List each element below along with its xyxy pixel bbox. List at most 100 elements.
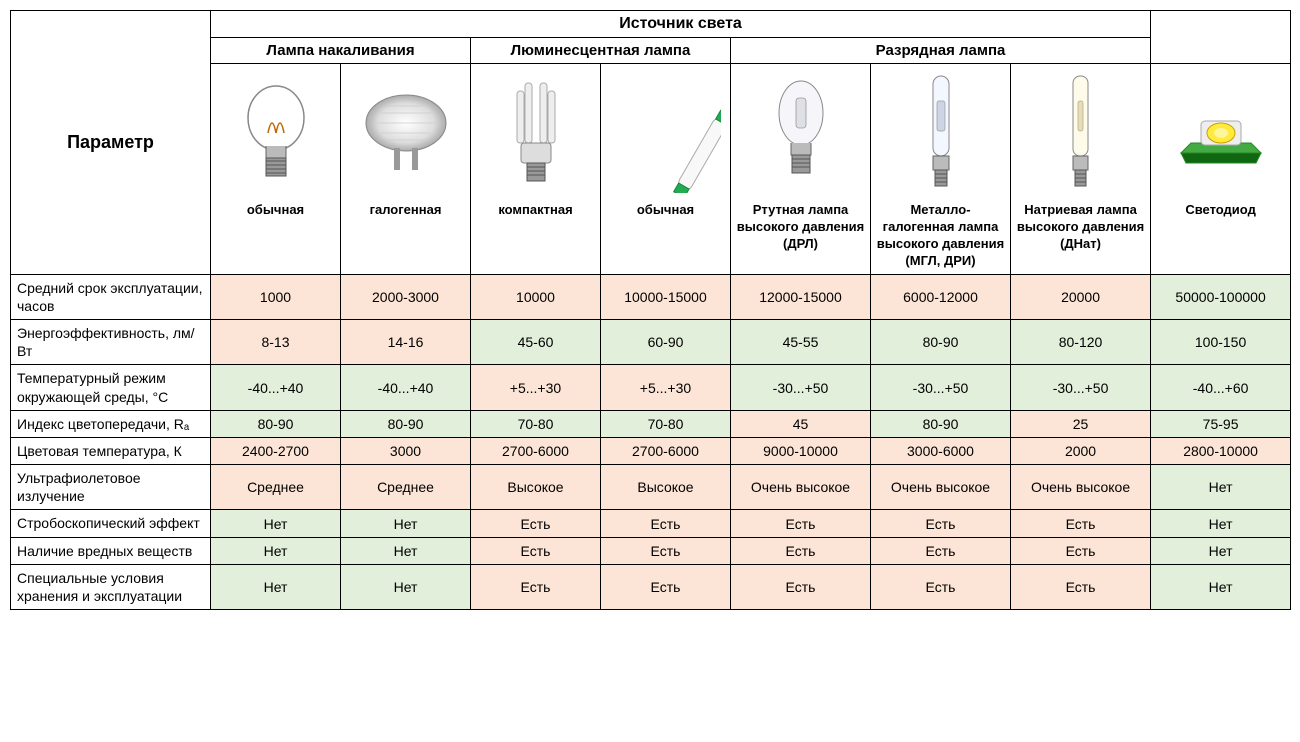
data-cell: Очень высокое [871,465,1011,510]
data-cell: +5...+30 [601,365,731,410]
data-cell: 100-150 [1151,319,1291,364]
data-cell: Есть [471,537,601,564]
row-label: Энергоэффективность, лм/Вт [11,319,211,364]
column-label: галогенная [345,202,466,219]
data-cell: Есть [1011,510,1151,537]
column-header-4: Ртутная лампа высокого давления (ДРЛ) [731,64,871,275]
data-cell: 10000 [471,274,601,319]
column-label: компактная [475,202,596,219]
data-cell: 14-16 [341,319,471,364]
row-label: Температурный режим окружающей среды, °С [11,365,211,410]
data-cell: -30...+50 [1011,365,1151,410]
table-row: Индекс цветопередачи, Rₐ80-9080-9070-807… [11,410,1291,437]
data-cell: -40...+40 [211,365,341,410]
data-cell: Среднее [341,465,471,510]
data-cell: 75-95 [1151,410,1291,437]
data-cell: 80-90 [211,410,341,437]
data-cell: 80-90 [871,410,1011,437]
data-cell: Есть [601,537,731,564]
lamp-icon-mercury [735,68,866,198]
data-cell: 3000 [341,437,471,464]
lamp-icon-incandescent [215,68,336,198]
column-label: Металло-галогенная лампа высокого давлен… [875,202,1006,270]
data-cell: Есть [471,564,601,609]
table-body: Средний срок эксплуатации, часов10002000… [11,274,1291,610]
column-label: обычная [215,202,336,219]
data-cell: Нет [211,537,341,564]
row-label: Наличие вредных веществ [11,537,211,564]
data-cell: +5...+30 [471,365,601,410]
table-row: Стробоскопический эффектНетНетЕстьЕстьЕс… [11,510,1291,537]
data-cell: Есть [871,564,1011,609]
table-row: Энергоэффективность, лм/Вт8-1314-1645-60… [11,319,1291,364]
row-label: Цветовая температура, К [11,437,211,464]
data-cell: 2400-2700 [211,437,341,464]
data-cell: 45 [731,410,871,437]
row-label: Специальные условия хранения и эксплуата… [11,564,211,609]
data-cell: Есть [731,537,871,564]
data-cell: Очень высокое [1011,465,1151,510]
data-cell: 2800-10000 [1151,437,1291,464]
source-header: Источник света [211,11,1151,38]
column-header-2: компактная [471,64,601,275]
data-cell: Нет [341,510,471,537]
group-discharge: Разрядная лампа [731,38,1151,64]
data-cell: 25 [1011,410,1151,437]
table-row: Специальные условия хранения и эксплуата… [11,564,1291,609]
data-cell: Нет [211,510,341,537]
data-cell: Высокое [471,465,601,510]
row-label: Ультрафиолетовое излучение [11,465,211,510]
column-header-7: Светодиод [1151,64,1291,275]
data-cell: -40...+60 [1151,365,1291,410]
row-label: Индекс цветопередачи, Rₐ [11,410,211,437]
data-cell: Есть [871,510,1011,537]
column-label: Натриевая лампа высокого давления (ДНат) [1015,202,1146,253]
data-cell: 2000 [1011,437,1151,464]
data-cell: 45-60 [471,319,601,364]
data-cell: 10000-15000 [601,274,731,319]
column-label: Светодиод [1155,202,1286,219]
lamp-comparison-table: Параметр Источник света Лампа накаливани… [10,10,1291,610]
data-cell: 9000-10000 [731,437,871,464]
data-cell: Есть [1011,564,1151,609]
data-cell: 45-55 [731,319,871,364]
data-cell: 20000 [1011,274,1151,319]
data-cell: 60-90 [601,319,731,364]
data-cell: 70-80 [471,410,601,437]
parameter-header: Параметр [11,11,211,275]
column-header-5: Металло-галогенная лампа высокого давлен… [871,64,1011,275]
lamp-icon-halogen [345,68,466,198]
column-header-3: обычная [601,64,731,275]
lamp-icon-led [1155,68,1286,198]
data-cell: -40...+40 [341,365,471,410]
data-cell: Нет [1151,537,1291,564]
data-cell: 8-13 [211,319,341,364]
data-cell: 2700-6000 [601,437,731,464]
data-cell: 70-80 [601,410,731,437]
data-cell: 80-120 [1011,319,1151,364]
table-row: Средний срок эксплуатации, часов10002000… [11,274,1291,319]
lamp-icon-tube [605,68,726,198]
data-cell: Есть [871,537,1011,564]
lamp-icon-sodium [1015,68,1146,198]
data-cell: Есть [1011,537,1151,564]
data-cell: 3000-6000 [871,437,1011,464]
data-cell: Очень высокое [731,465,871,510]
group-fluorescent: Люминесцентная лампа [471,38,731,64]
data-cell: Есть [601,510,731,537]
data-cell: Есть [601,564,731,609]
data-cell: Нет [341,537,471,564]
data-cell: -30...+50 [731,365,871,410]
data-cell: 1000 [211,274,341,319]
group-incandescent: Лампа накаливания [211,38,471,64]
data-cell: Нет [341,564,471,609]
data-cell: 2000-3000 [341,274,471,319]
data-cell: Нет [1151,510,1291,537]
table-row: Температурный режим окружающей среды, °С… [11,365,1291,410]
data-cell: 2700-6000 [471,437,601,464]
table-row: Цветовая температура, К2400-270030002700… [11,437,1291,464]
column-header-1: галогенная [341,64,471,275]
data-cell: -30...+50 [871,365,1011,410]
data-cell: 12000-15000 [731,274,871,319]
lamp-icon-metalhalide [875,68,1006,198]
